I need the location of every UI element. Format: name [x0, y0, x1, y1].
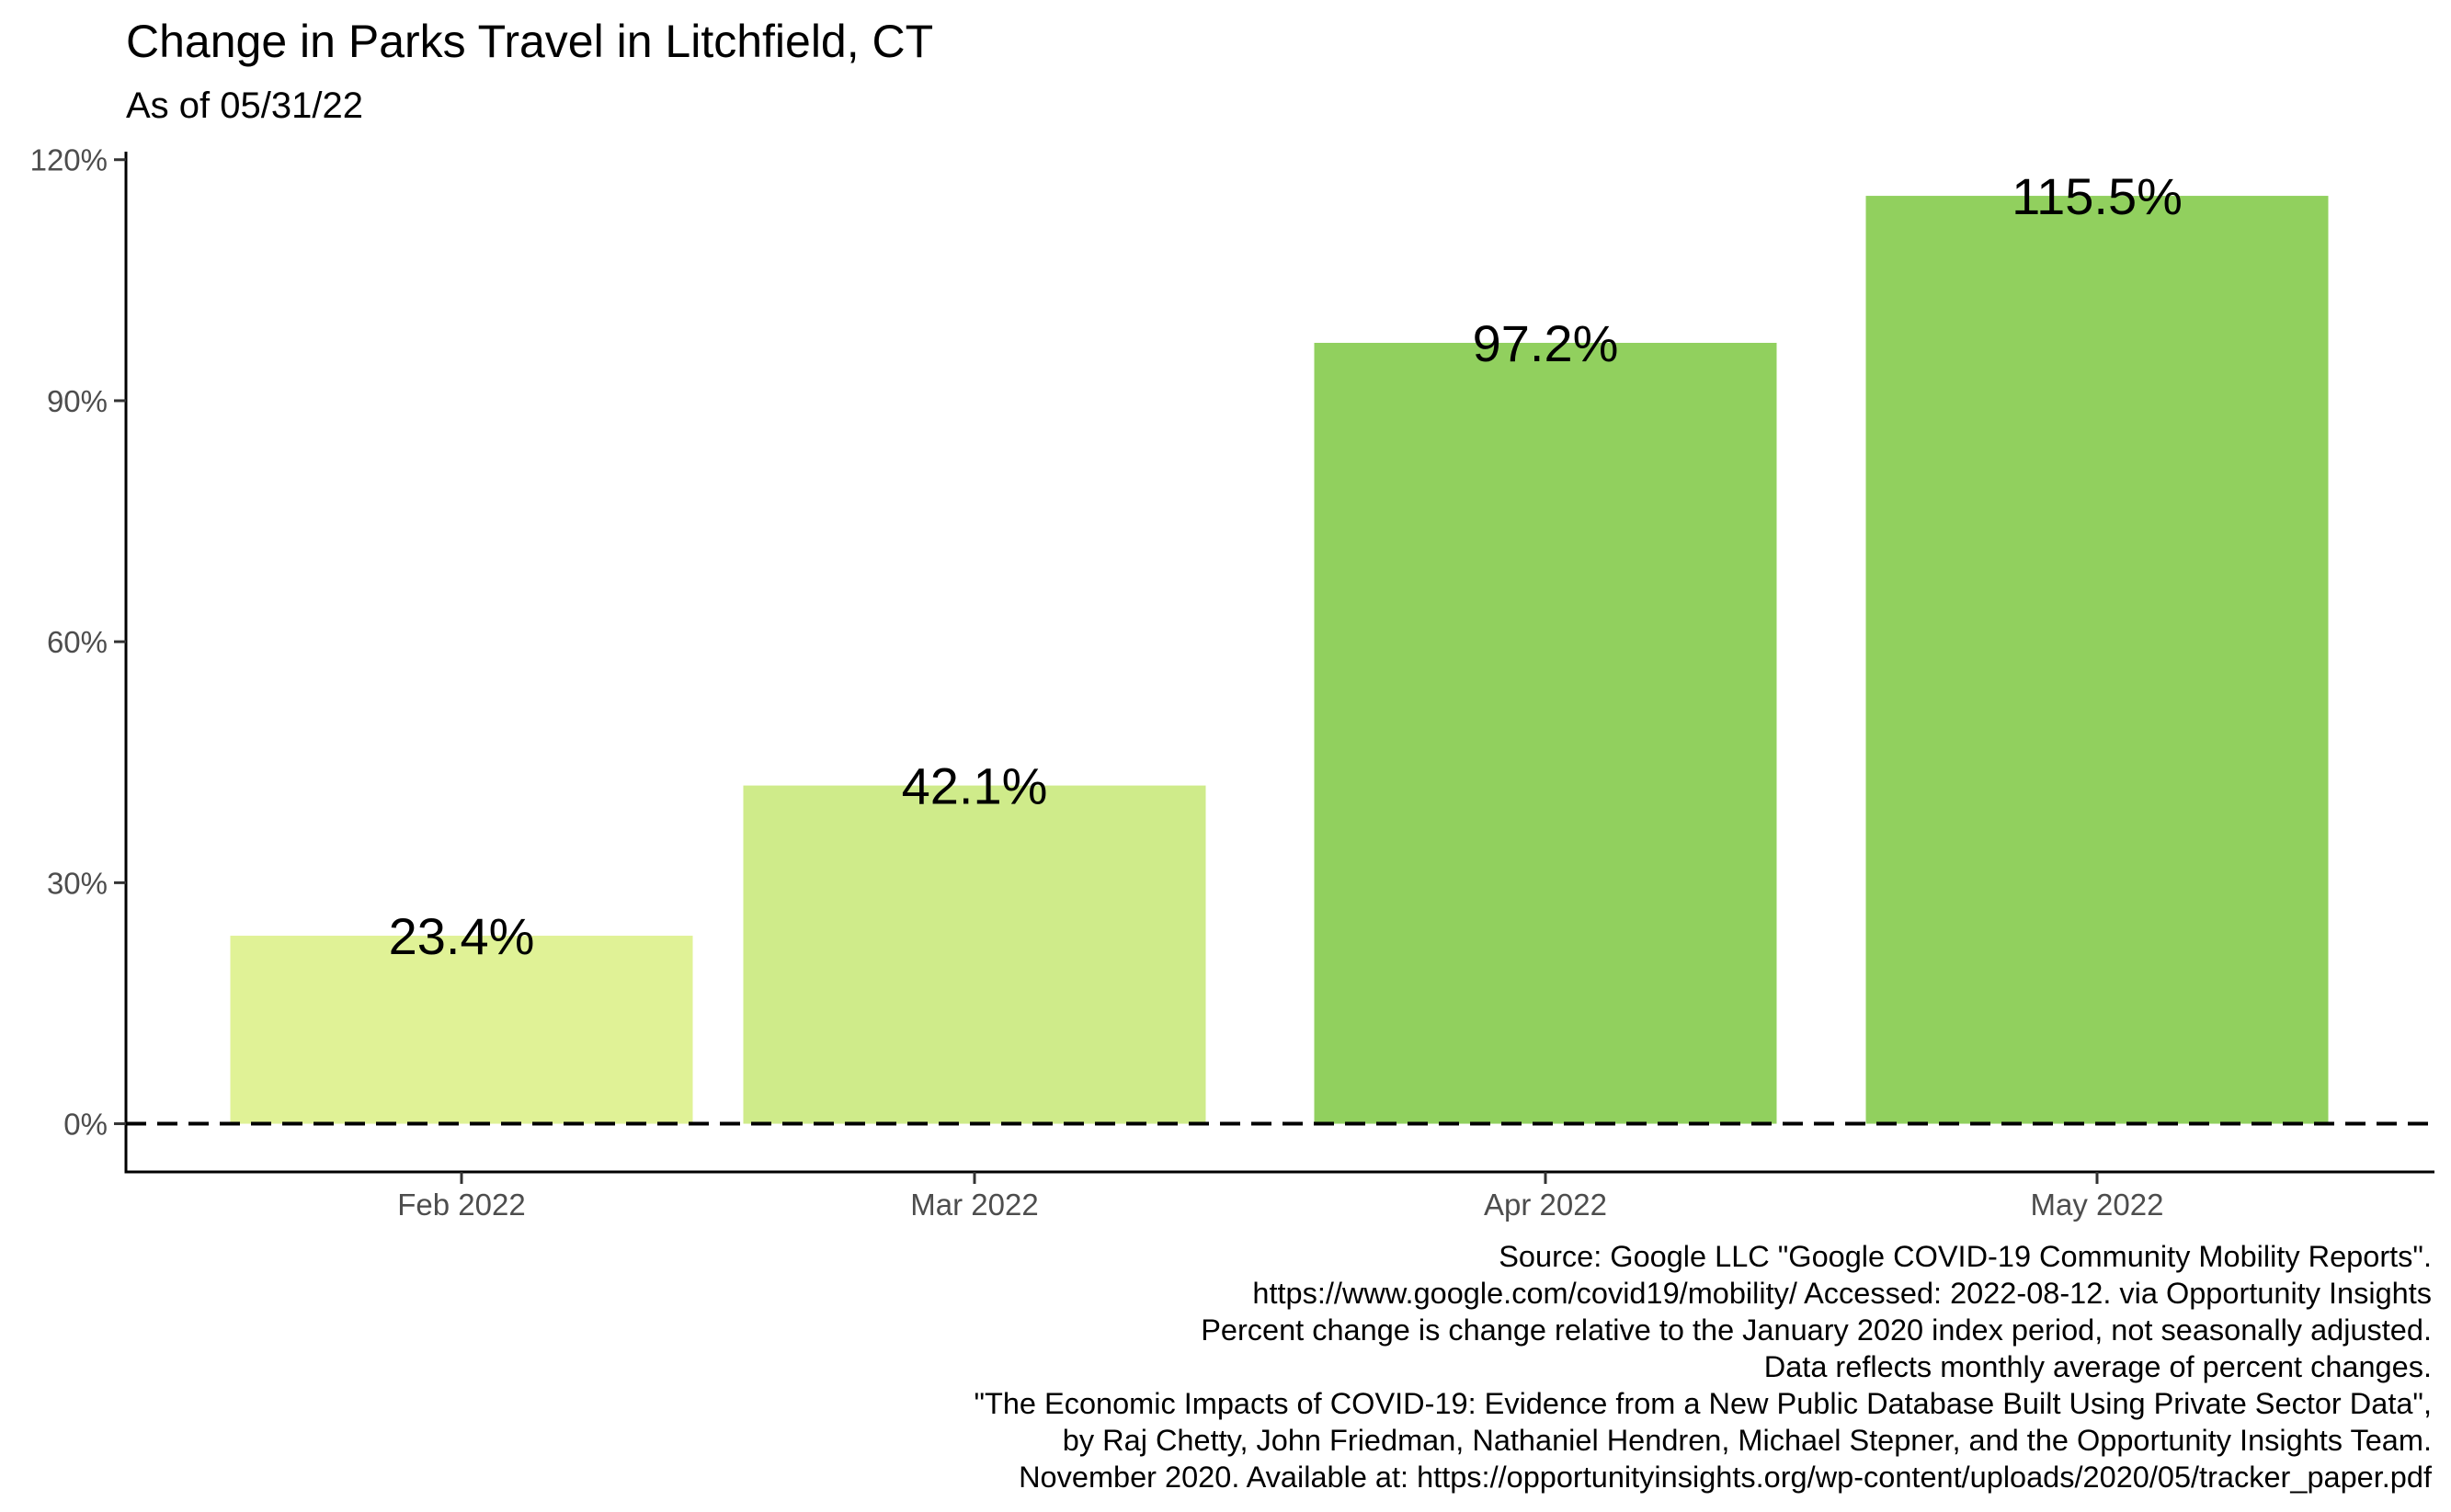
y-tick-label: 60% — [47, 625, 108, 659]
data-label: 42.1% — [902, 757, 1048, 815]
bar-1 — [743, 785, 1206, 1124]
caption-line: November 2020. Available at: https://opp… — [1019, 1461, 2433, 1494]
data-label: 97.2% — [1473, 314, 1619, 372]
y-tick-label: 90% — [47, 384, 108, 418]
caption-line: by Raj Chetty, John Friedman, Nathaniel … — [1063, 1424, 2432, 1457]
caption-line: "The Economic Impacts of COVID-19: Evide… — [974, 1387, 2432, 1420]
data-label: 23.4% — [389, 907, 535, 965]
caption-line: Source: Google LLC "Google COVID-19 Comm… — [1499, 1240, 2432, 1273]
x-tick-label: May 2022 — [2031, 1188, 2164, 1222]
y-tick-label: 120% — [30, 143, 108, 177]
x-tick-label: Mar 2022 — [910, 1188, 1038, 1222]
y-tick-label: 30% — [47, 866, 108, 900]
x-tick-label: Apr 2022 — [1484, 1188, 1607, 1222]
data-label: 115.5% — [2012, 167, 2183, 225]
caption-line: https://www.google.com/covid19/mobility/… — [1252, 1277, 2432, 1310]
x-tick-label: Feb 2022 — [397, 1188, 525, 1222]
chart-subtitle: As of 05/31/22 — [126, 85, 363, 126]
caption-line: Data reflects monthly average of percent… — [1764, 1350, 2432, 1383]
chart-title: Change in Parks Travel in Litchfield, CT — [126, 16, 933, 67]
plot-area: 0% 30% 60% 90% 120% Feb 2022 Mar 2022 Apr 2022 M… — [30, 143, 2434, 1222]
caption: Source: Google LLC "Google COVID-19 Comm… — [974, 1240, 2433, 1494]
bar-0 — [230, 936, 693, 1124]
bar-2 — [1314, 343, 1777, 1124]
caption-line: Percent change is change relative to the… — [1201, 1313, 2432, 1347]
bar-3 — [1865, 196, 2329, 1124]
y-tick-label: 0% — [63, 1108, 108, 1142]
